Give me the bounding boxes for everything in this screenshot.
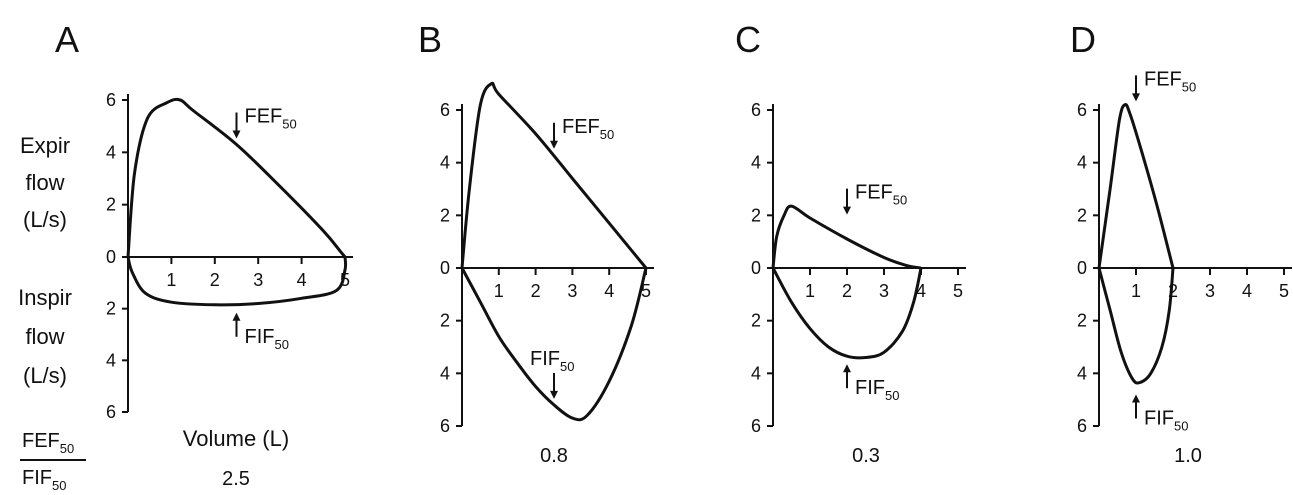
x-axis-title: Volume (L) — [183, 426, 289, 451]
fif50-label-d: FIF50 — [1144, 408, 1188, 434]
panel-a: A 6 4 2 0 2 4 6 1 2 3 4 5 FEF50 FIF50 2.5 Volume (L) — [55, 19, 353, 490]
panel-letter-b: B — [418, 19, 442, 60]
y-tick-label-b-neg-6: 6 — [440, 416, 450, 436]
x-tick-label-b-4: 4 — [604, 281, 614, 301]
expir-label-line-2: (L/s) — [23, 207, 67, 232]
y-tick-label-c-2: 2 — [751, 205, 761, 225]
fef50-arrow-d — [1132, 75, 1140, 102]
y-axis-titles: Expir flow (L/s) Inspir flow (L/s) — [18, 133, 72, 388]
fef50-arrow-a — [232, 112, 241, 139]
fif50-arrow-d — [1132, 394, 1140, 419]
y-tick-label-d-0: 0 — [1077, 258, 1087, 278]
panel-letter-c: C — [735, 19, 761, 60]
fif50-label-a: FIF50 — [245, 326, 289, 352]
y-tick-label-b-2: 2 — [440, 205, 450, 225]
ratio-numerator: FEF50 — [22, 430, 74, 456]
fif50-arrow-c — [843, 364, 851, 389]
x-tick-label-d-1: 1 — [1131, 281, 1141, 301]
y-tick-label-d-neg-4: 4 — [1077, 363, 1087, 383]
x-tick-label-c-3: 3 — [879, 281, 889, 301]
y-tick-label-d-6: 6 — [1077, 100, 1087, 120]
inspiratory-curve-d — [1097, 267, 1175, 385]
x-tick-label-a-5: 5 — [340, 270, 350, 290]
ratio-value-c: 0.3 — [852, 445, 880, 467]
y-tick-label-b-neg-4: 4 — [440, 363, 450, 383]
inspir-label-line-0: Inspir — [18, 285, 72, 310]
panel-d: D 6 4 2 0 2 4 6 1 2 3 4 5 FEF50 FIF50 1.0 — [1070, 19, 1292, 467]
expir-label-line-0: Expir — [20, 133, 70, 158]
fif50-label-c: FIF50 — [855, 377, 899, 403]
fef50-arrow-b — [550, 122, 558, 149]
y-tick-label-b-4: 4 — [440, 153, 450, 173]
y-tick-label-b-neg-2: 2 — [440, 311, 450, 331]
x-tick-label-d-5: 5 — [1279, 281, 1289, 301]
x-tick-label-d-2: 2 — [1168, 281, 1178, 301]
y-tick-label-a-4: 4 — [106, 142, 116, 162]
y-tick-label-a-neg-4: 4 — [106, 350, 116, 370]
ratio-value-b: 0.8 — [540, 445, 568, 467]
inspir-label-line-2: (L/s) — [23, 363, 67, 388]
y-tick-label-a-0: 0 — [106, 247, 116, 267]
y-tick-label-c-neg-4: 4 — [751, 363, 761, 383]
x-tick-label-b-1: 1 — [494, 281, 504, 301]
inspiratory-curve-c — [771, 267, 923, 360]
ratio-value-a: 2.5 — [222, 468, 250, 490]
y-tick-label-a-2: 2 — [106, 195, 116, 215]
x-tick-label-b-5: 5 — [641, 281, 651, 301]
expir-label-line-1: flow — [25, 170, 64, 195]
ratio-value-d: 1.0 — [1174, 445, 1202, 467]
y-tick-label-d-2: 2 — [1077, 205, 1087, 225]
fif50-arrow-b — [550, 372, 558, 399]
x-tick-label-a-1: 1 — [166, 270, 176, 290]
expiratory-curve-c — [771, 204, 922, 270]
x-tick-label-b-3: 3 — [567, 281, 577, 301]
y-tick-label-c-neg-6: 6 — [751, 416, 761, 436]
x-tick-label-d-3: 3 — [1205, 281, 1215, 301]
fef50-label-b: FEF50 — [562, 116, 614, 142]
fif50-arrow-a — [232, 312, 241, 337]
y-tick-label-b-0: 0 — [440, 258, 450, 278]
fif50-label-b: FIF50 — [530, 348, 574, 374]
y-tick-label-b-6: 6 — [440, 100, 450, 120]
inspir-label-line-1: flow — [25, 324, 64, 349]
ratio-denominator: FIF50 — [22, 467, 66, 493]
x-tick-label-a-2: 2 — [210, 270, 220, 290]
y-tick-label-c-6: 6 — [751, 100, 761, 120]
y-tick-label-c-0: 0 — [751, 258, 761, 278]
x-tick-label-c-5: 5 — [953, 281, 963, 301]
fef50-label-c: FEF50 — [855, 182, 907, 208]
inspiratory-curve-a — [126, 256, 348, 307]
expiratory-curve-a — [126, 97, 347, 258]
x-tick-label-a-4: 4 — [297, 270, 307, 290]
panel-b: B 6 4 2 0 2 4 6 1 2 3 4 5 FEF50 FIF50 0.8 — [418, 19, 654, 467]
panel-letter-d: D — [1070, 19, 1096, 60]
y-tick-label-a-6: 6 — [106, 90, 116, 110]
x-tick-label-c-2: 2 — [842, 281, 852, 301]
fef50-arrow-c — [843, 188, 851, 215]
y-tick-label-a-neg-6: 6 — [106, 402, 116, 422]
panel-letter-a: A — [55, 19, 79, 60]
x-tick-label-d-4: 4 — [1242, 281, 1252, 301]
fef50-label-a: FEF50 — [245, 105, 297, 131]
x-tick-label-c-4: 4 — [916, 281, 926, 301]
y-tick-label-d-4: 4 — [1077, 153, 1087, 173]
x-tick-label-a-3: 3 — [253, 270, 263, 290]
y-tick-label-d-neg-2: 2 — [1077, 311, 1087, 331]
inspiratory-curve-b — [460, 267, 648, 422]
expiratory-curve-b — [460, 81, 648, 269]
expiratory-curve-d — [1097, 103, 1175, 269]
x-tick-label-c-1: 1 — [805, 281, 815, 301]
fef50-label-d: FEF50 — [1144, 68, 1196, 94]
x-tick-label-b-2: 2 — [531, 281, 541, 301]
y-tick-label-c-4: 4 — [751, 153, 761, 173]
y-tick-label-d-neg-6: 6 — [1077, 416, 1087, 436]
y-tick-label-a-neg-2: 2 — [106, 299, 116, 319]
panel-c: C 6 4 2 0 2 4 6 1 2 3 4 5 FEF50 FIF50 0.3 — [735, 19, 966, 467]
y-tick-label-c-neg-2: 2 — [751, 311, 761, 331]
ratio-fraction-label: FEF50 FIF50 — [20, 430, 86, 493]
